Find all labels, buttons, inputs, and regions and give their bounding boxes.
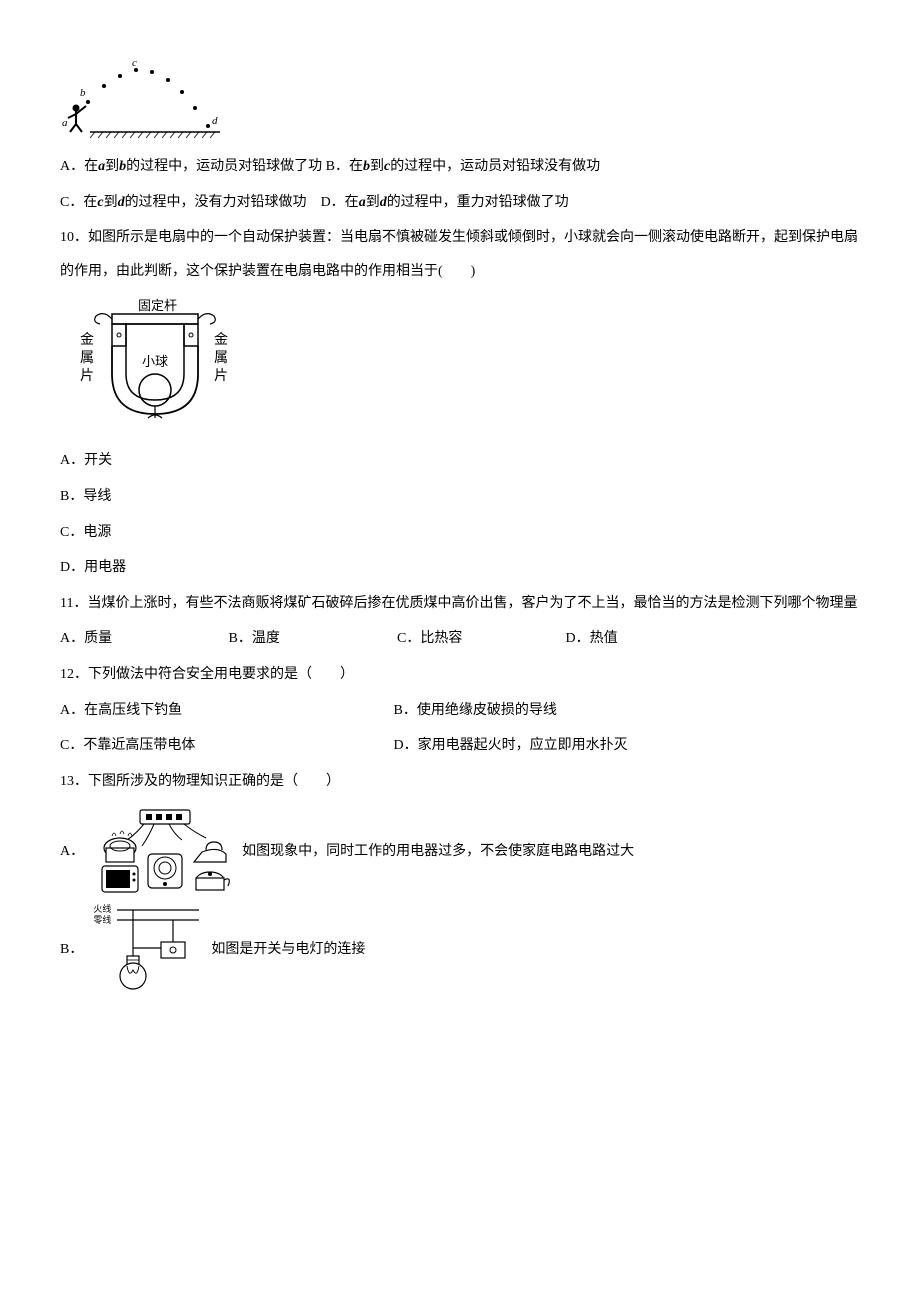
q11-D: D．热值 <box>566 622 731 656</box>
q10-options: A．开关 B．导线 C．电源 D．用电器 <box>60 444 860 584</box>
q12-row2: C．不靠近高压带电体 D．家用电器起火时，应立即用水扑灭 <box>60 729 860 763</box>
q9-A-post: 的过程中，运动员对铅球做了功 <box>126 150 322 184</box>
svg-text:c: c <box>132 60 137 69</box>
q12-stem: 12．下列做法中符合安全用电要求的是（ ） <box>60 658 860 692</box>
q11-A: A．质量 <box>60 622 225 656</box>
svg-text:b: b <box>80 87 86 99</box>
q13-B-label: B． <box>60 933 83 967</box>
q9-D-post: 的过程中，重力对铅球做了功 <box>387 186 569 220</box>
q13-A-label: A． <box>60 835 84 869</box>
switch-bulb-figure: 火线 零线 <box>93 904 203 994</box>
q9-A-i1: a <box>98 150 105 184</box>
fig-label-top: 固定杆 <box>138 298 177 313</box>
q9-C-pre: C．在 <box>60 186 97 220</box>
q9-options-row1: A．在 a 到 b 的过程中，运动员对铅球做了功 B．在 b 到 c 的过程中，… <box>60 150 860 184</box>
q9-B-post: 的过程中，运动员对铅球没有做功 <box>390 150 600 184</box>
q13-stem: 13．下图所涉及的物理知识正确的是（ ） <box>60 765 860 799</box>
fig-right-1: 金 <box>214 332 228 348</box>
q10-B: B．导线 <box>60 480 860 514</box>
fire-line-label: 火线 <box>93 904 111 915</box>
fig-left-1: 金 <box>80 332 94 348</box>
q13-option-B: B． 火线 零线 如图是开关与电灯的连接 <box>60 904 860 994</box>
q9-B-pre: B．在 <box>326 150 363 184</box>
q11-B: B．温度 <box>229 622 394 656</box>
q9-D-pre: D．在 <box>321 186 359 220</box>
safety-device-figure: 固定杆 小球 金 属 片 金 属 片 <box>70 296 240 436</box>
q9-C-post: 的过程中，没有力对铅球做功 <box>125 186 307 220</box>
q9-A-pre: A．在 <box>60 150 98 184</box>
q10-A: A．开关 <box>60 444 860 478</box>
q11-options: A．质量 B．温度 C．比热容 D．热值 <box>60 622 860 656</box>
q12-row1: A．在高压线下钓鱼 B．使用绝缘皮破损的导线 <box>60 694 860 728</box>
q10-D: D．用电器 <box>60 551 860 585</box>
trajectory-figure: a b c d <box>60 60 230 140</box>
svg-text:d: d <box>212 115 218 127</box>
fig-label-center: 小球 <box>142 354 168 369</box>
svg-text:a: a <box>62 117 68 129</box>
q9-D-i1: a <box>359 186 366 220</box>
q12-A: A．在高压线下钓鱼 <box>60 694 390 728</box>
q9-options-row2: C．在 c 到 d 的过程中，没有力对铅球做功 D．在 a 到 d 的过程中，重… <box>60 186 860 220</box>
q9-D-i2: d <box>380 186 387 220</box>
q11-C: C．比热容 <box>397 622 562 656</box>
q9-A-mid1: 到 <box>105 150 119 184</box>
zero-line-label: 零线 <box>93 915 111 926</box>
q10-C: C．电源 <box>60 516 860 550</box>
q9-B-i1: b <box>363 150 370 184</box>
q11-stem: 11．当煤价上涨时，有些不法商贩将煤矿石破碎后掺在优质煤中高价出售，客户为了不上… <box>60 587 860 621</box>
q12-D: D．家用电器起火时，应立即用水扑灭 <box>394 729 628 763</box>
appliances-figure <box>94 806 234 896</box>
q9-A-i2: b <box>119 150 126 184</box>
q9-D-mid: 到 <box>366 186 380 220</box>
q9-C-i2: d <box>118 186 125 220</box>
fig-left-2: 属 <box>80 351 94 366</box>
q13-A-text: 如图现象中，同时工作的用电器过多，不会使家庭电路电路过大 <box>242 835 634 869</box>
fig-right-3: 片 <box>214 368 228 384</box>
fig-right-2: 属 <box>214 351 228 366</box>
q12-B: B．使用绝缘皮破损的导线 <box>394 694 557 728</box>
q13-B-text: 如图是开关与电灯的连接 <box>211 933 365 967</box>
q9-C-mid: 到 <box>104 186 118 220</box>
fig-left-3: 片 <box>80 368 94 384</box>
q13-option-A: A． <box>60 806 860 896</box>
q10-stem: 10．如图所示是电扇中的一个自动保护装置：当电扇不慎被碰发生倾斜或倾倒时，小球就… <box>60 221 860 288</box>
q12-C: C．不靠近高压带电体 <box>60 729 390 763</box>
q9-B-mid: 到 <box>370 150 384 184</box>
